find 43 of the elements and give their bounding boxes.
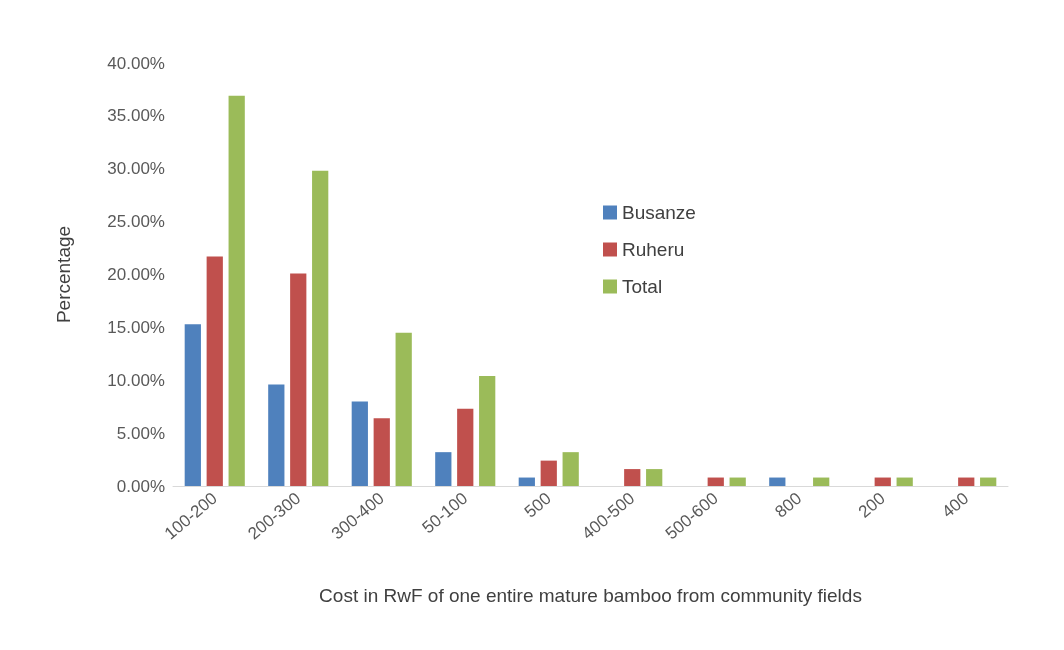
bar <box>312 170 329 486</box>
bar <box>896 477 913 486</box>
bar <box>228 95 245 486</box>
bar <box>206 256 223 486</box>
bar <box>646 469 663 486</box>
bar <box>980 477 997 486</box>
y-tick-label: 25.00% <box>107 212 165 232</box>
bar <box>707 477 724 486</box>
bar <box>624 469 641 486</box>
x-tick-label: 400 <box>938 488 973 522</box>
x-tick-label: 200 <box>854 488 889 522</box>
bar <box>435 452 452 486</box>
y-tick-label: 35.00% <box>107 106 165 126</box>
bar <box>874 477 891 486</box>
y-axis-title: Percentage <box>53 225 74 324</box>
y-tick-label: 30.00% <box>107 159 165 179</box>
bar <box>184 324 201 486</box>
x-tick-label: 500 <box>520 488 555 522</box>
bar <box>729 477 746 486</box>
legend-label: Ruheru <box>622 239 685 260</box>
bar <box>562 452 579 486</box>
y-tick-label: 40.00% <box>107 53 165 73</box>
y-tick-label: 5.00% <box>116 423 165 443</box>
bar <box>290 273 307 486</box>
bar <box>395 332 412 486</box>
y-tick-label: 10.00% <box>107 370 165 390</box>
bar <box>268 384 285 486</box>
y-tick-label: 15.00% <box>107 317 165 337</box>
y-tick-label: 20.00% <box>107 265 165 284</box>
legend-label: Busanze <box>622 202 696 223</box>
y-tick-label: 0.00% <box>116 476 165 496</box>
bar <box>540 460 557 486</box>
bar <box>457 408 474 486</box>
bar <box>813 477 830 486</box>
x-axis-title: Cost in RwF of one entire mature bamboo from community fields <box>319 585 862 606</box>
x-tick-label: 800 <box>771 488 806 522</box>
bar <box>479 376 496 486</box>
bar <box>769 477 786 486</box>
bar <box>351 401 368 486</box>
legend-label: Total <box>622 276 663 297</box>
bar <box>958 477 975 486</box>
bar <box>373 418 390 486</box>
bar <box>518 477 535 486</box>
